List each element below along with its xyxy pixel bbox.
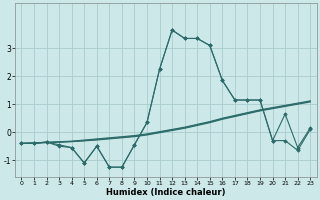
X-axis label: Humidex (Indice chaleur): Humidex (Indice chaleur) <box>106 188 226 197</box>
